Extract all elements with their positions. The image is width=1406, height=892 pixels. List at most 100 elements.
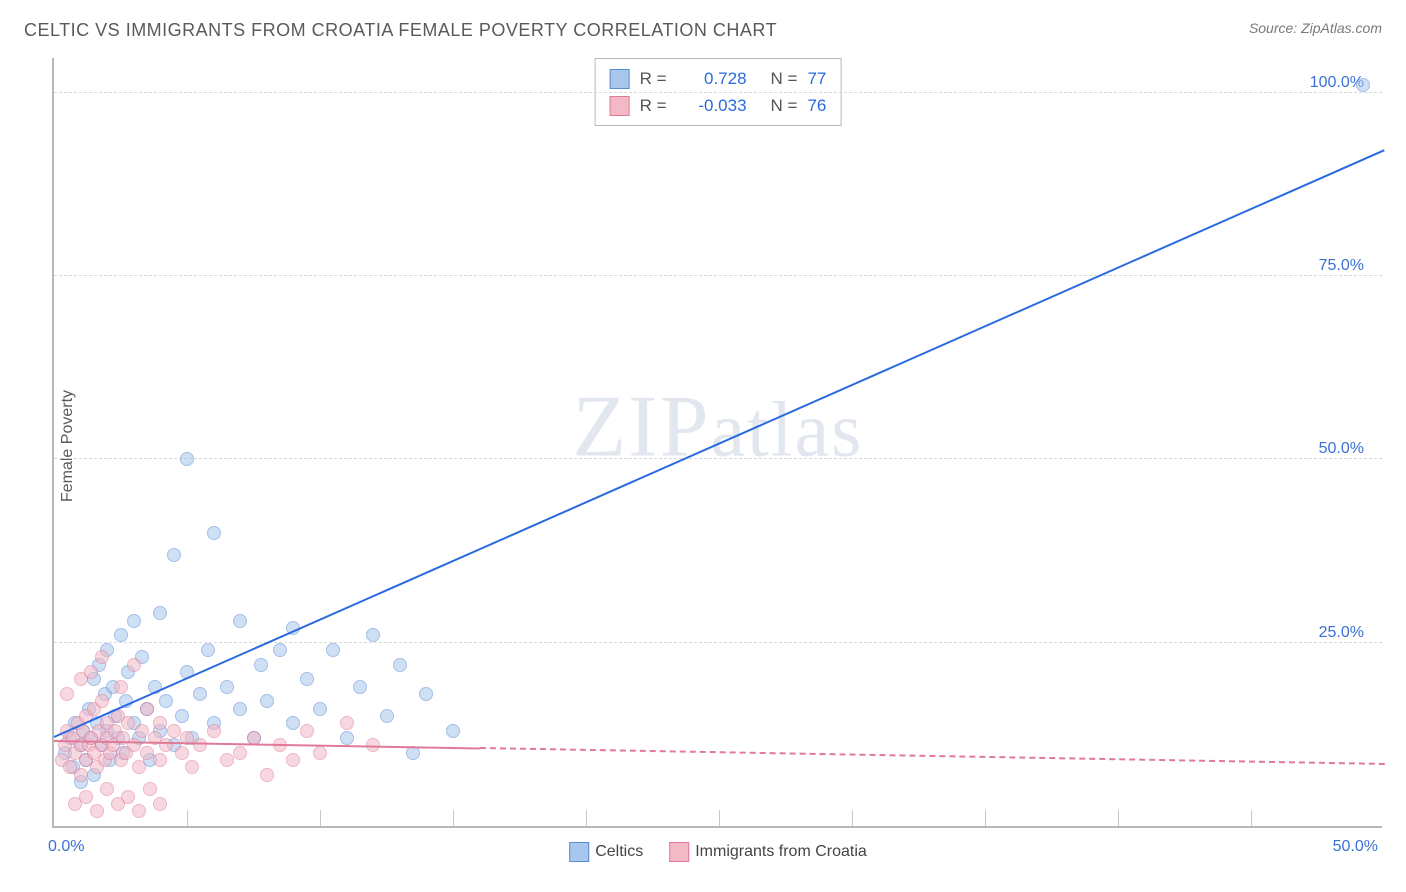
data-point bbox=[326, 643, 340, 657]
legend-swatch bbox=[610, 69, 630, 89]
data-point bbox=[60, 687, 74, 701]
y-tick-label: 25.0% bbox=[1319, 624, 1364, 642]
x-tick-label: 50.0% bbox=[1333, 838, 1378, 856]
x-tick bbox=[985, 810, 986, 826]
data-point bbox=[153, 606, 167, 620]
data-point bbox=[313, 746, 327, 760]
watermark-zip: ZIP bbox=[573, 378, 711, 475]
data-point bbox=[233, 614, 247, 628]
data-point bbox=[121, 790, 135, 804]
data-point bbox=[121, 716, 135, 730]
data-point bbox=[207, 724, 221, 738]
legend-label: Celtics bbox=[595, 843, 643, 860]
data-point bbox=[185, 760, 199, 774]
legend-label: Immigrants from Croatia bbox=[695, 843, 867, 860]
gridline-h bbox=[54, 92, 1382, 93]
data-point bbox=[167, 548, 181, 562]
data-point bbox=[300, 672, 314, 686]
legend-n-label: N = bbox=[771, 92, 798, 119]
data-point bbox=[300, 724, 314, 738]
data-point bbox=[180, 452, 194, 466]
legend-swatch bbox=[669, 842, 689, 862]
data-point bbox=[340, 731, 354, 745]
data-point bbox=[353, 680, 367, 694]
legend-n-value: 76 bbox=[807, 92, 826, 119]
legend-item: Immigrants from Croatia bbox=[669, 842, 867, 862]
data-point bbox=[393, 658, 407, 672]
x-tick bbox=[852, 810, 853, 826]
gridline-h bbox=[54, 458, 1382, 459]
trend-line bbox=[480, 747, 1384, 765]
data-point bbox=[153, 797, 167, 811]
x-tick bbox=[719, 810, 720, 826]
data-point bbox=[90, 804, 104, 818]
y-tick-label: 75.0% bbox=[1319, 257, 1364, 275]
data-point bbox=[175, 746, 189, 760]
x-tick-label: 0.0% bbox=[48, 838, 84, 856]
data-point bbox=[220, 680, 234, 694]
data-point bbox=[175, 709, 189, 723]
data-point bbox=[140, 746, 154, 760]
x-tick bbox=[1118, 810, 1119, 826]
data-point bbox=[132, 760, 146, 774]
data-point bbox=[132, 804, 146, 818]
data-point bbox=[193, 738, 207, 752]
data-point bbox=[313, 702, 327, 716]
data-point bbox=[159, 694, 173, 708]
data-point bbox=[127, 614, 141, 628]
data-point bbox=[143, 782, 157, 796]
legend-row: R = -0.033 N = 76 bbox=[610, 92, 827, 119]
data-point bbox=[201, 643, 215, 657]
gridline-h bbox=[54, 275, 1382, 276]
data-point bbox=[366, 628, 380, 642]
data-point bbox=[167, 724, 181, 738]
data-point bbox=[127, 658, 141, 672]
data-point bbox=[84, 665, 98, 679]
legend-r-label: R = bbox=[640, 65, 667, 92]
data-point bbox=[380, 709, 394, 723]
legend-row: R = 0.728 N = 77 bbox=[610, 65, 827, 92]
data-point bbox=[1356, 78, 1370, 92]
legend-r-label: R = bbox=[640, 92, 667, 119]
data-point bbox=[207, 526, 221, 540]
data-point bbox=[220, 753, 234, 767]
x-tick bbox=[453, 810, 454, 826]
data-point bbox=[233, 746, 247, 760]
data-point bbox=[95, 694, 109, 708]
source-attribution: Source: ZipAtlas.com bbox=[1249, 20, 1382, 36]
data-point bbox=[193, 687, 207, 701]
data-point bbox=[74, 768, 88, 782]
legend-n-label: N = bbox=[771, 65, 798, 92]
x-tick bbox=[1251, 810, 1252, 826]
watermark: ZIPatlas bbox=[573, 376, 864, 477]
trend-line bbox=[54, 149, 1385, 737]
data-point bbox=[95, 650, 109, 664]
data-point bbox=[260, 694, 274, 708]
legend-swatch bbox=[569, 842, 589, 862]
data-point bbox=[446, 724, 460, 738]
x-tick bbox=[586, 810, 587, 826]
data-point bbox=[233, 702, 247, 716]
data-point bbox=[114, 628, 128, 642]
series-legend: Celtics Immigrants from Croatia bbox=[569, 842, 867, 862]
legend-swatch bbox=[610, 96, 630, 116]
data-point bbox=[260, 768, 274, 782]
legend-n-value: 77 bbox=[807, 65, 826, 92]
data-point bbox=[419, 687, 433, 701]
data-point bbox=[254, 658, 268, 672]
data-point bbox=[286, 753, 300, 767]
y-tick-label: 50.0% bbox=[1319, 440, 1364, 458]
legend-r-value: 0.728 bbox=[677, 65, 747, 92]
data-point bbox=[153, 753, 167, 767]
data-point bbox=[273, 643, 287, 657]
data-point bbox=[340, 716, 354, 730]
data-point bbox=[140, 702, 154, 716]
data-point bbox=[114, 680, 128, 694]
data-point bbox=[159, 738, 173, 752]
page-title: CELTIC VS IMMIGRANTS FROM CROATIA FEMALE… bbox=[24, 20, 777, 41]
data-point bbox=[100, 782, 114, 796]
x-tick bbox=[187, 810, 188, 826]
scatter-chart: ZIPatlas R = 0.728 N = 77R = -0.033 N = … bbox=[52, 58, 1382, 828]
data-point bbox=[135, 724, 149, 738]
gridline-h bbox=[54, 642, 1382, 643]
